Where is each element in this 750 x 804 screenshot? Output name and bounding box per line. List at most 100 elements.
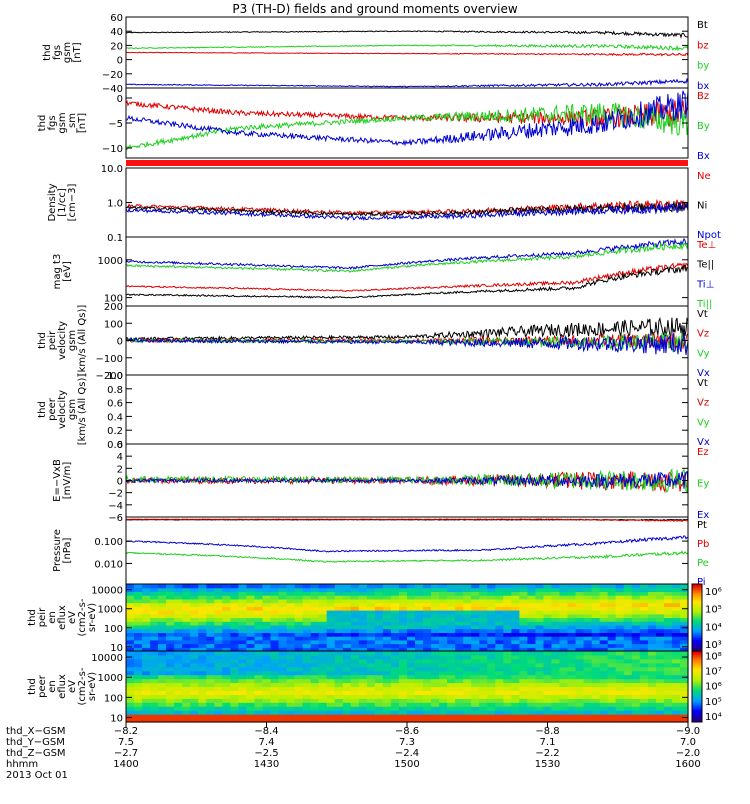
- colorbar-cell: [692, 686, 702, 689]
- spectrogram-cell: [358, 690, 368, 695]
- spectrogram-cell: [423, 584, 432, 589]
- spectrogram-cell: [166, 610, 175, 615]
- spectrogram-cell: [190, 651, 199, 656]
- spectrogram-cell: [326, 698, 336, 703]
- spectrogram-cell: [583, 666, 593, 672]
- series-line-bt: [125, 30, 689, 39]
- spectrogram-cell: [495, 710, 504, 715]
- spectrogram-cell: [238, 662, 247, 668]
- spectrogram-cell: [374, 639, 384, 645]
- spectrogram-cell: [511, 621, 520, 626]
- spectrogram-cell: [366, 624, 376, 630]
- spectrogram-cell: [350, 643, 360, 648]
- spectrogram-cell: [463, 682, 472, 688]
- spectrogram-cell: [390, 606, 400, 611]
- spectrogram-cell: [222, 621, 231, 626]
- spectrogram-cell: [471, 636, 480, 641]
- spectrogram-cell: [286, 666, 296, 672]
- spectrogram-cell: [182, 658, 191, 664]
- spectrogram-cell: [366, 602, 376, 607]
- spectrogram-cell: [262, 694, 272, 699]
- spectrogram-cell: [551, 632, 561, 637]
- spectrogram-cell: [310, 628, 320, 633]
- spectrogram-cell: [366, 690, 376, 695]
- spectrogram-cell: [495, 670, 504, 676]
- spectrogram-cell: [535, 658, 545, 664]
- spectrogram-cell: [326, 621, 336, 626]
- spectrogram-cell: [671, 678, 681, 684]
- spectrogram-cell: [198, 606, 207, 611]
- spectrogram-cell: [230, 610, 239, 615]
- spectrogram-cell: [511, 591, 520, 596]
- spectrogram-cell: [254, 647, 264, 652]
- spectrogram-cell: [198, 598, 207, 604]
- spectrogram-cell: [559, 639, 569, 645]
- spectrogram-cell: [527, 682, 536, 688]
- spectrogram-cell: [503, 654, 512, 660]
- spectrogram-cell: [567, 690, 577, 695]
- spectrogram-cell: [374, 624, 384, 630]
- spectrogram-cell: [647, 654, 657, 660]
- legend-label: Ti||: [696, 299, 712, 310]
- spectrogram-cell: [374, 598, 384, 604]
- spectrogram-cell: [399, 610, 408, 615]
- spectrogram-cell: [503, 591, 512, 596]
- spectrogram-cell: [511, 694, 520, 699]
- spectrogram-cell: [623, 686, 633, 691]
- spectrogram-cell: [543, 636, 553, 641]
- spectrogram-cell: [511, 698, 520, 703]
- spectrogram-cell: [134, 587, 143, 592]
- spectrogram-cell: [238, 690, 247, 695]
- spectrogram-cell: [407, 587, 416, 592]
- spectrogram-cell: [407, 694, 416, 699]
- spectrogram-cell: [487, 710, 496, 715]
- spectrogram-cell: [350, 610, 360, 615]
- spectrogram-cell: [382, 621, 392, 626]
- spectrogram-cell: [511, 587, 520, 592]
- spectrogram-cell: [543, 698, 553, 703]
- spectrogram-cell: [358, 718, 368, 723]
- spectrogram-cell: [431, 702, 440, 707]
- spectrogram-cell: [631, 584, 641, 589]
- spectrogram-cell: [415, 587, 424, 592]
- spectrogram-cell: [527, 718, 536, 723]
- spectrogram-cell: [447, 624, 456, 630]
- spectrogram-cell: [655, 662, 665, 668]
- spectrogram-cell: [390, 595, 400, 600]
- spectrogram-cell: [511, 610, 520, 615]
- spectrogram-cell: [174, 690, 183, 695]
- series-line-npot: [125, 201, 689, 222]
- spectrogram-cell: [350, 621, 360, 626]
- spectrogram-cell: [270, 643, 280, 648]
- spectrogram-cell: [286, 662, 296, 668]
- y-tick-label: 6: [117, 440, 123, 451]
- spectrogram-cell: [230, 670, 239, 676]
- y-axis-label: sr-eV): [87, 603, 98, 632]
- spectrogram-cell: [599, 670, 609, 676]
- colorbar-cell: [692, 690, 702, 693]
- colorbar-cell: [692, 707, 702, 711]
- spectrogram-cell: [182, 610, 191, 615]
- spectrogram-cell: [495, 682, 504, 688]
- spectrogram-cell: [126, 639, 135, 645]
- spectrogram-cell: [294, 662, 304, 668]
- spectrogram-cell: [374, 628, 384, 633]
- spectrogram-cell: [455, 602, 464, 607]
- spectrogram-cell: [463, 591, 472, 596]
- spectrogram-cell: [647, 698, 657, 703]
- spectrogram-cell: [439, 647, 448, 652]
- spectrogram-cell: [334, 587, 344, 592]
- spectrogram-cell: [246, 666, 255, 672]
- spectrogram-cell: [358, 662, 368, 668]
- y-axis-label: _sm: [67, 113, 78, 134]
- spectrogram-cell: [230, 651, 239, 656]
- x-row-value: −2.0: [676, 748, 700, 759]
- spectrogram-cell: [142, 613, 151, 619]
- spectrogram-cell: [407, 591, 416, 596]
- spectrogram-cell: [607, 698, 617, 703]
- spectrogram-cell: [671, 670, 681, 676]
- spectrogram-cell: [286, 621, 296, 626]
- spectrogram-cell: [134, 628, 143, 633]
- spectrogram-cell: [479, 591, 488, 596]
- spectrogram-cell: [198, 632, 207, 637]
